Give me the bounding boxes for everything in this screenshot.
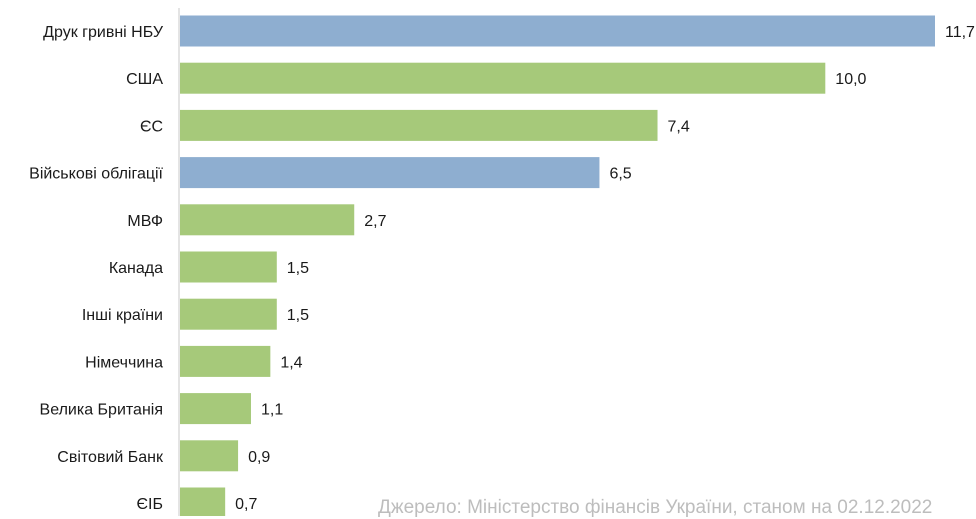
bar-4 [180, 204, 355, 236]
value-label-7: 1,4 [280, 354, 302, 371]
category-label-8: Велика Британія [40, 402, 163, 419]
value-label-0: 11,7 [945, 24, 975, 41]
bar-5 [180, 251, 277, 283]
category-label-5: Канада [109, 260, 163, 277]
value-label-1: 10,0 [835, 71, 866, 88]
source-note: Джерело: Міністерство фінансів України, … [378, 497, 933, 518]
bar-3 [180, 157, 600, 189]
category-label-0: Друк гривні НБУ [43, 24, 164, 41]
value-label-10: 0,7 [235, 496, 257, 513]
bar-0 [180, 15, 935, 47]
bar-7 [180, 345, 271, 377]
bar-8 [180, 393, 251, 425]
value-label-6: 1,5 [287, 307, 309, 324]
category-label-10: ЄІБ [137, 496, 163, 513]
category-label-6: Інші країни [82, 307, 163, 324]
category-label-4: МВФ [127, 213, 163, 230]
bar-9 [180, 440, 239, 472]
category-label-2: ЄС [140, 118, 163, 135]
category-label-1: США [126, 71, 163, 88]
value-label-9: 0,9 [248, 449, 270, 466]
category-label-3: Військові облігації [29, 166, 163, 183]
value-label-8: 1,1 [261, 402, 283, 419]
value-label-5: 1,5 [287, 260, 309, 277]
bar-1 [180, 62, 826, 94]
category-label-9: Світовий Банк [57, 449, 164, 466]
category-label-7: Німеччина [85, 354, 163, 371]
bar-2 [180, 109, 658, 141]
value-label-3: 6,5 [609, 166, 631, 183]
value-label-4: 2,7 [364, 213, 386, 230]
bar-6 [180, 298, 277, 330]
bar-10 [180, 487, 226, 516]
value-label-2: 7,4 [668, 118, 690, 135]
